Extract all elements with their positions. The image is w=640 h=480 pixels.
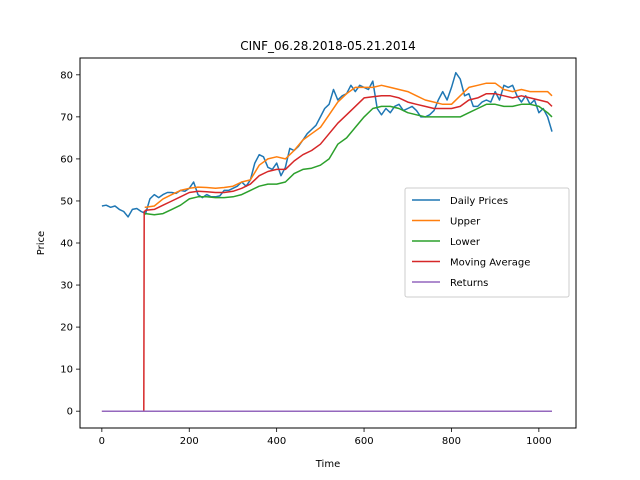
x-tick-label: 1000 [526, 436, 551, 447]
legend-label: Moving Average [450, 258, 530, 269]
y-tick-label: 50 [60, 196, 73, 207]
x-tick-label: 200 [180, 436, 199, 447]
series-line-moving-average [101, 92, 553, 412]
legend-label: Returns [450, 278, 488, 289]
x-tick-label: 400 [267, 436, 286, 447]
y-tick-label: 20 [60, 323, 73, 334]
series-line-lower [144, 103, 553, 216]
chart-title: CINF_06.28.2018-05.21.2014 [240, 39, 416, 53]
x-tick-label: 0 [99, 436, 105, 447]
y-axis: 0 10 20 30 40 50 60 70 80 [60, 70, 80, 418]
legend: Daily Prices Upper Lower Moving Average Retu… [404, 187, 570, 298]
x-axis: 0 200 400 600 800 1000 [99, 428, 552, 447]
y-tick-label: 60 [60, 154, 73, 165]
legend-box [404, 187, 570, 298]
x-tick-label: 800 [442, 436, 461, 447]
y-tick-label: 70 [60, 112, 73, 123]
y-tick-label: 0 [67, 407, 73, 418]
y-axis-label: Price [36, 231, 47, 255]
legend-label: Daily Prices [450, 196, 508, 207]
legend-label: Lower [450, 237, 481, 248]
y-tick-label: 10 [60, 365, 73, 376]
x-tick-label: 600 [355, 436, 374, 447]
plot-frame [79, 57, 577, 429]
x-axis-label: Time [315, 459, 340, 470]
y-tick-label: 30 [60, 281, 73, 292]
series-line-upper [144, 82, 553, 209]
plot-area [101, 71, 553, 412]
y-tick-label: 40 [60, 239, 73, 250]
y-tick-label: 80 [60, 70, 73, 81]
legend-label: Upper [450, 217, 481, 228]
